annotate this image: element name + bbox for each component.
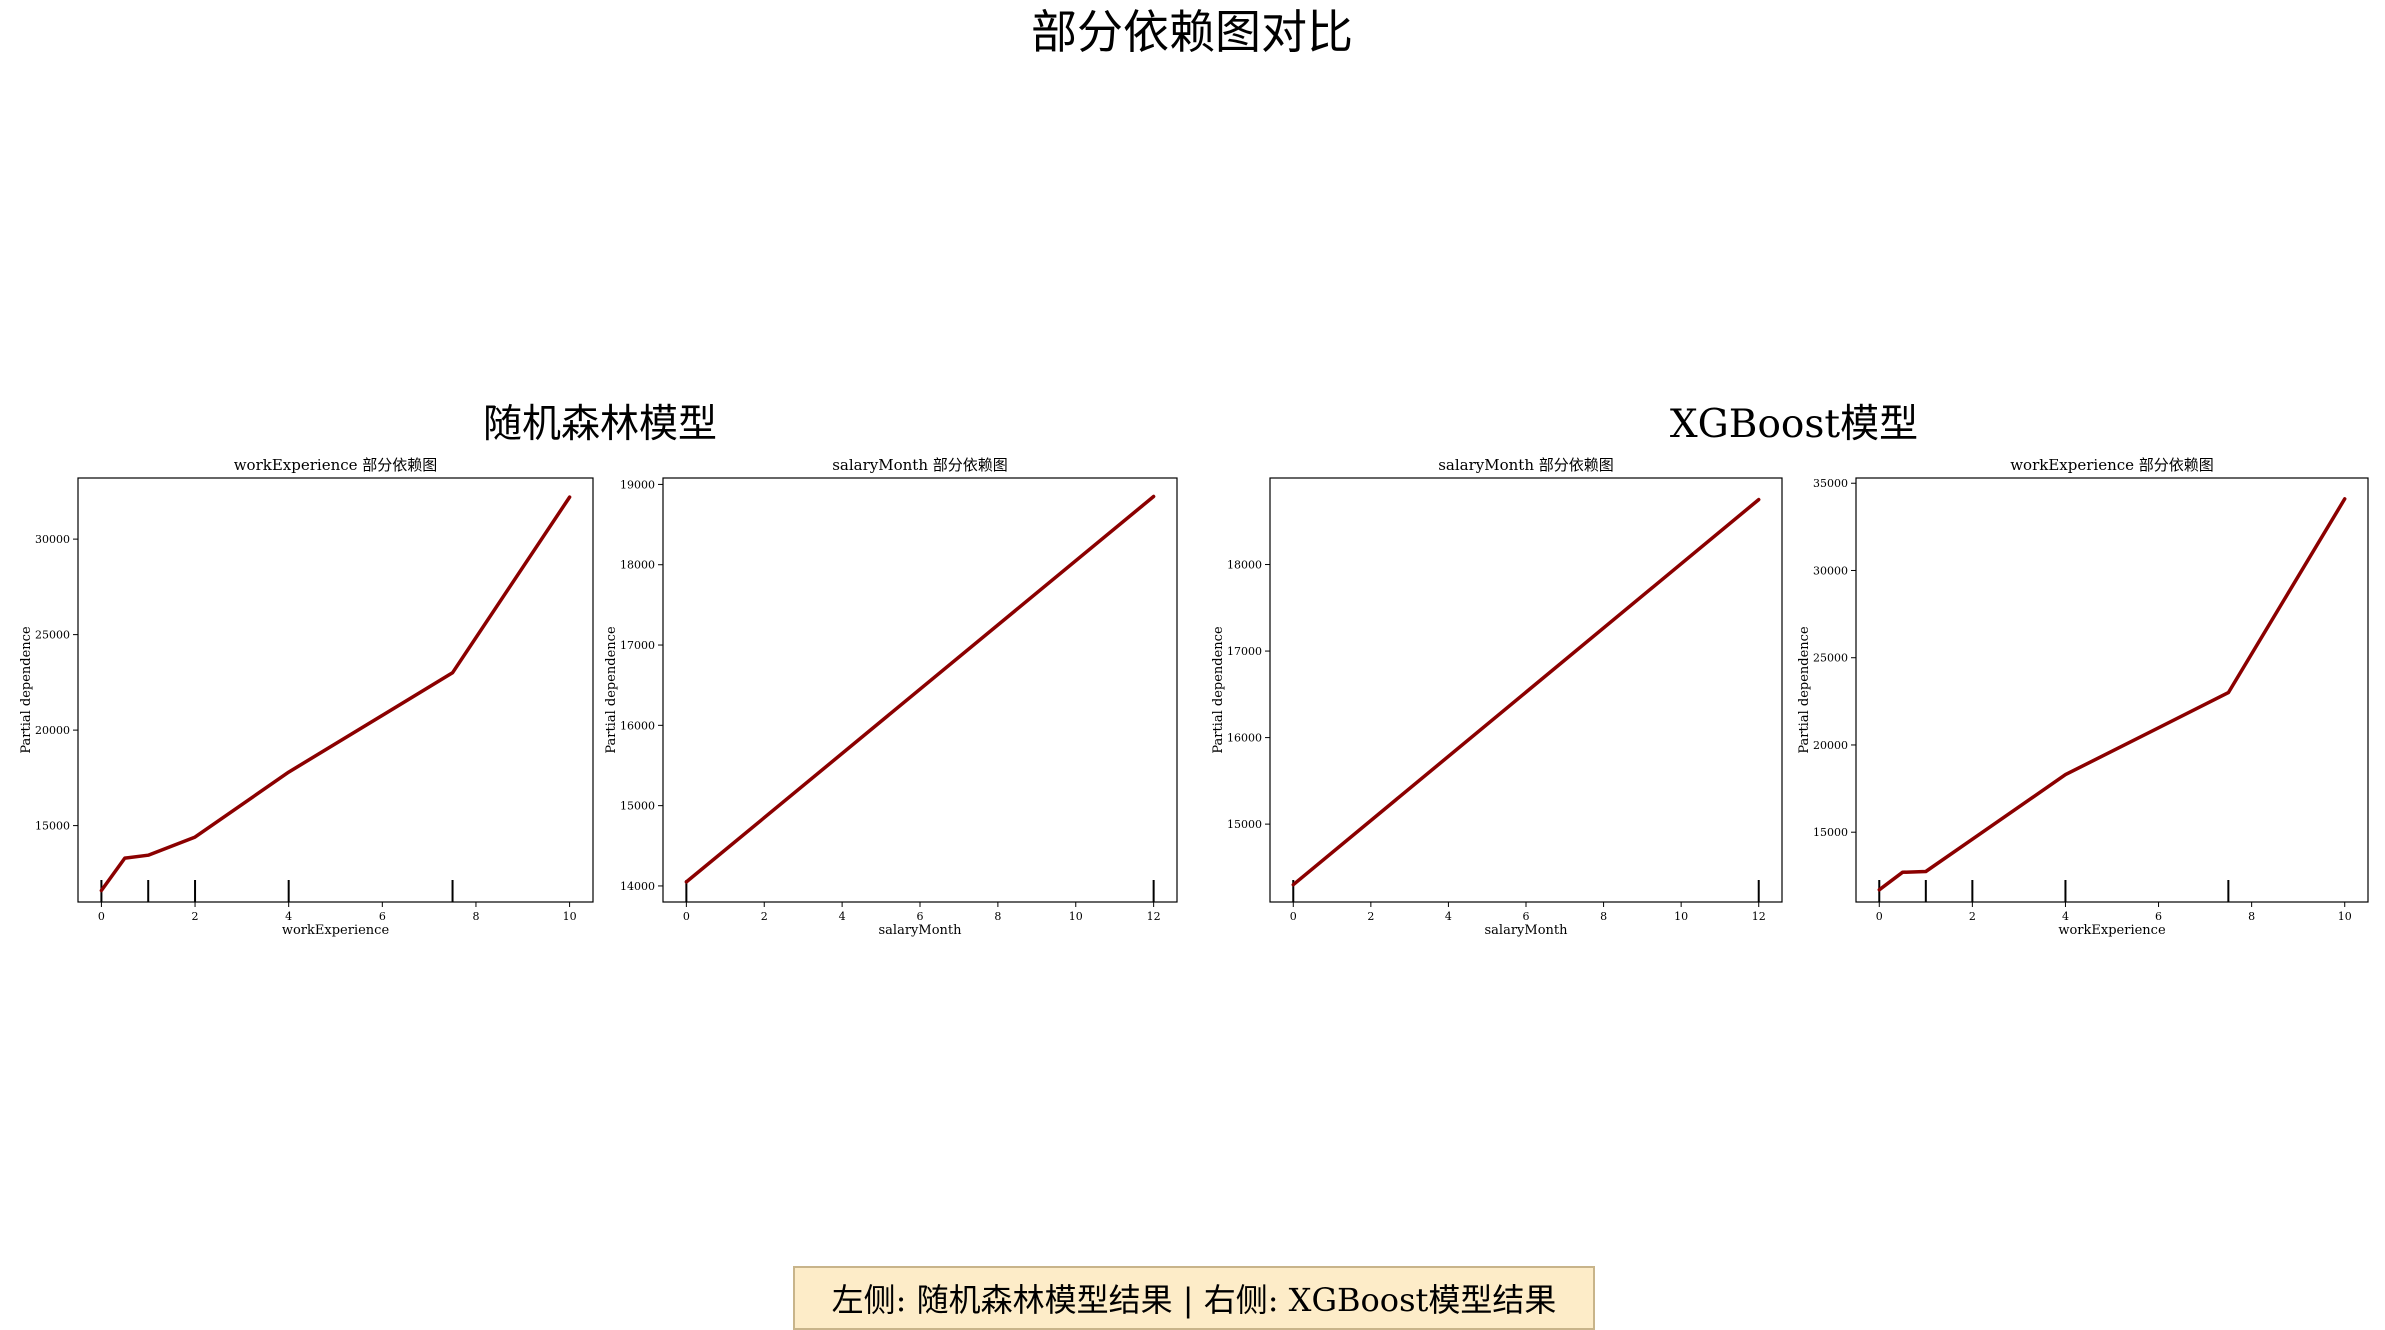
x-tick-label: 2: [761, 910, 768, 923]
chart-title: salaryMonth 部分依赖图: [832, 456, 1008, 474]
y-tick-label: 30000: [1813, 564, 1848, 577]
x-tick-label: 8: [994, 910, 1001, 923]
y-tick-label: 18000: [1227, 559, 1262, 572]
y-axis-label: Partial dependence: [19, 626, 34, 754]
y-tick-label: 14000: [620, 880, 655, 893]
x-tick-label: 6: [2155, 910, 2162, 923]
chart-panel-2: salaryMonth 部分依赖图 0 2 4 6 8 10 12 14000 15000 1600…: [604, 456, 1178, 938]
x-tick-label: 8: [2248, 910, 2255, 923]
panels-container: workExperience 部分依赖图 0 2 4 6 8 10 15000 20000 250…: [19, 456, 2369, 938]
series-line: [684, 494, 1156, 884]
x-tick-label: 10: [1674, 910, 1688, 923]
x-tick-label: 10: [563, 910, 577, 923]
x-axis-label: salaryMonth: [879, 923, 963, 938]
y-tick-label: 16000: [620, 719, 655, 732]
plot-frame: [1855, 477, 2369, 903]
chart-panel-1: workExperience 部分依赖图 0 2 4 6 8 10 15000 20000 250…: [19, 456, 594, 938]
x-tick-label: 2: [192, 910, 199, 923]
plot-frame: [77, 477, 594, 903]
x-tick-label: 0: [683, 910, 690, 923]
x-tick-label: 0: [1876, 910, 1883, 923]
y-tick-label: 16000: [1227, 732, 1262, 745]
x-tick-label: 6: [1523, 910, 1530, 923]
y-tick-label: 15000: [1813, 826, 1848, 839]
y-tick-label: 17000: [1227, 645, 1262, 658]
chart-panel-4: workExperience 部分依赖图 0 2 4 6 8 10 15000 20000 250…: [1797, 456, 2369, 938]
figure-title: 部分依赖图对比: [1031, 5, 1353, 59]
y-axis-label: Partial dependence: [1211, 626, 1226, 754]
y-tick-label: 30000: [35, 533, 70, 546]
x-tick-label: 10: [2338, 910, 2352, 923]
y-tick-label: 20000: [1813, 739, 1848, 752]
y-tick-label: 15000: [1227, 818, 1262, 831]
figure-canvas: 部分依赖图对比 随机森林模型 XGBoost模型 workExperience …: [19, 5, 2369, 938]
chart-title: salaryMonth 部分依赖图: [1438, 456, 1614, 474]
y-tick-label: 15000: [35, 820, 70, 833]
series-line: [1291, 497, 1761, 887]
y-axis-label: Partial dependence: [604, 626, 619, 754]
y-tick-label: 25000: [1813, 652, 1848, 665]
footer-caption: 左侧: 随机森林模型结果 | 右侧: XGBoost模型结果: [793, 1266, 1595, 1330]
chart-title: workExperience 部分依赖图: [234, 456, 438, 474]
x-tick-label: 6: [379, 910, 386, 923]
x-tick-label: 4: [2062, 910, 2069, 923]
x-tick-label: 0: [1290, 910, 1297, 923]
x-tick-label: 8: [472, 910, 479, 923]
x-tick-label: 0: [98, 910, 105, 923]
x-tick-label: 12: [1147, 910, 1161, 923]
y-tick-label: 17000: [620, 639, 655, 652]
footer-caption-text: 左侧: 随机森林模型结果 | 右侧: XGBoost模型结果: [831, 1281, 1557, 1319]
x-tick-label: 4: [1445, 910, 1452, 923]
x-tick-label: 10: [1069, 910, 1083, 923]
y-tick-label: 35000: [1813, 477, 1848, 490]
x-axis-label: workExperience: [2058, 923, 2166, 938]
y-tick-label: 19000: [620, 478, 655, 491]
series-line: [99, 495, 572, 893]
x-tick-label: 6: [917, 910, 924, 923]
x-tick-label: 4: [839, 910, 846, 923]
chart-title: workExperience 部分依赖图: [2010, 456, 2214, 474]
x-axis-label: salaryMonth: [1485, 923, 1569, 938]
y-tick-label: 15000: [620, 800, 655, 813]
left-group-title: 随机森林模型: [483, 402, 717, 447]
x-tick-label: 2: [1969, 910, 1976, 923]
x-tick-label: 8: [1600, 910, 1607, 923]
x-axis-label: workExperience: [282, 923, 390, 938]
series-line: [1877, 497, 2347, 892]
x-tick-label: 4: [285, 910, 292, 923]
chart-panel-3: salaryMonth 部分依赖图 0 2 4 6 8 10 12 15000 16000 1700…: [1211, 456, 1783, 938]
y-tick-label: 20000: [35, 724, 70, 737]
y-tick-label: 25000: [35, 629, 70, 642]
y-tick-label: 18000: [620, 559, 655, 572]
y-axis-label: Partial dependence: [1797, 626, 1812, 754]
x-tick-label: 2: [1367, 910, 1374, 923]
right-group-title: XGBoost模型: [1670, 402, 1918, 447]
x-tick-label: 12: [1752, 910, 1766, 923]
